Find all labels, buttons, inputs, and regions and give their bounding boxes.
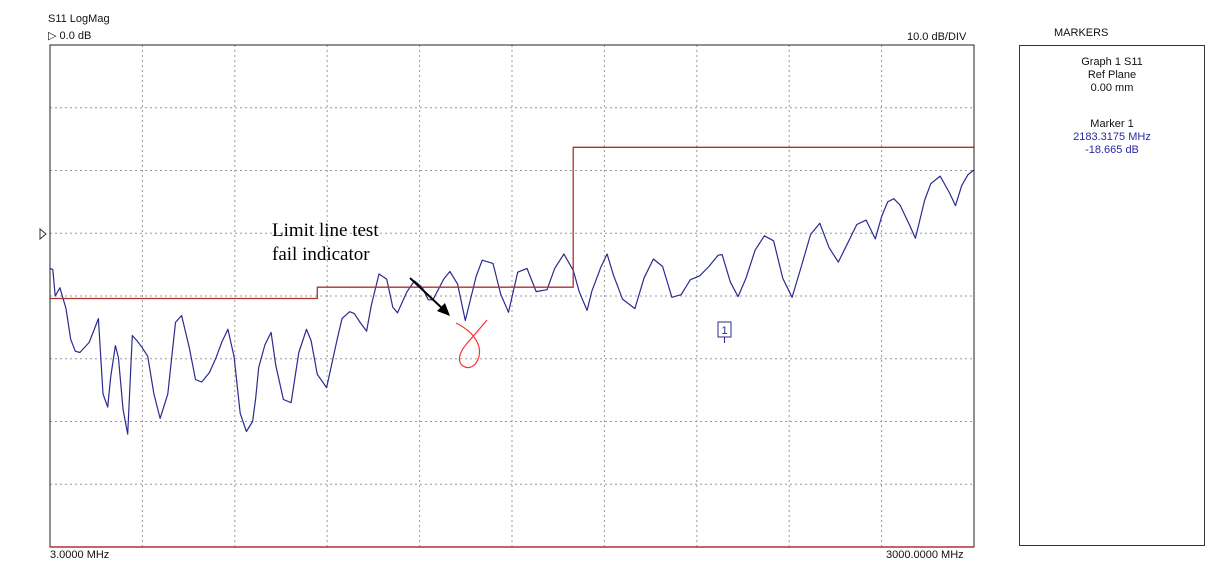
markers-panel-title: MARKERS <box>1054 27 1109 39</box>
reference-level: ▷ 0.0 dB <box>48 30 91 43</box>
marker-1-label: 1 <box>721 325 727 337</box>
reference-triangle-icon: ▷ <box>48 30 57 42</box>
marker-1-value: -18.665 dB <box>1085 144 1139 156</box>
fail-indicator-mark <box>455 319 488 369</box>
limit-line-annotation: Limit line test fail indicator <box>272 219 379 267</box>
limit-line <box>50 146 974 300</box>
marker-1-frequency: 2183.3175 MHz <box>1073 131 1151 143</box>
marker-1-name: Marker 1 <box>1090 118 1134 130</box>
ref-plane-label: Ref Plane <box>1087 69 1137 81</box>
plot-title: S11 LogMag <box>48 13 110 25</box>
annotation-arrow-line <box>409 277 445 311</box>
annotation-line-1: Limit line test <box>272 220 379 241</box>
reference-level-value: 0.0 dB <box>59 30 92 42</box>
reference-arrow-icon <box>39 227 47 241</box>
start-frequency-label: 3.0000 MHz <box>50 549 110 561</box>
ref-plane-value: 0.00 mm <box>1090 82 1134 94</box>
scale-label: 10.0 dB/DIV <box>907 31 967 43</box>
marker-graph-label: Graph 1 S11 <box>1081 56 1143 68</box>
markers-panel: Graph 1 S11 Ref Plane 0.00 mm Marker 1 2… <box>1019 45 1205 546</box>
plot-series <box>49 146 975 435</box>
stop-frequency-label: 3000.0000 MHz <box>886 549 964 561</box>
annotation-arrow-head-icon <box>437 303 450 316</box>
annotation-line-2: fail indicator <box>272 244 370 265</box>
s11-trace <box>49 169 975 435</box>
